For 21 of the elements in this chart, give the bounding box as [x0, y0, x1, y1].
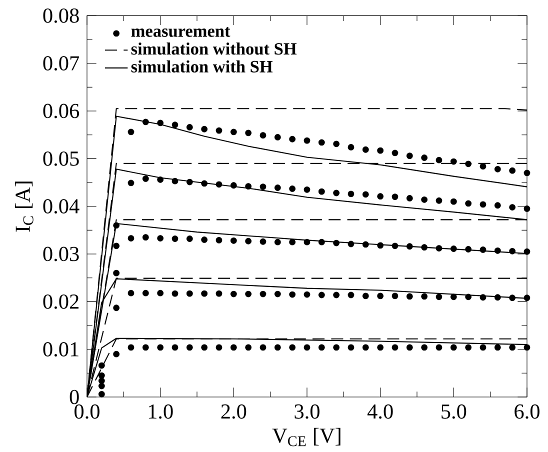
x-axis-title: V$_{CE}$ [V] — [272, 428, 340, 446]
y-axis-title: I$_{C}$ [A] — [15, 182, 34, 232]
x-tick-label: 1.0 — [148, 404, 173, 419]
y-tick-label: 0.07 — [43, 56, 80, 71]
y-tick-label: 0.01 — [43, 342, 78, 357]
y-tick-label: 0.04 — [43, 199, 80, 214]
y-tick-label: 0.03 — [43, 246, 79, 262]
y-tick-label: 0.08 — [43, 8, 79, 23]
x-tick-label: 4.0 — [367, 404, 393, 419]
x-tick-label: 0.0 — [74, 404, 100, 419]
x-tick-label: 3.0 — [294, 404, 320, 419]
y-tick-label: 0.02 — [43, 294, 78, 309]
y-tick-label: 0.06 — [43, 104, 80, 118]
y-tick-label: 0 — [70, 390, 79, 404]
legend-label: simulation without SH — [131, 42, 297, 55]
y-tick-label: 0.05 — [43, 151, 79, 166]
x-tick-label: 6.0 — [514, 404, 540, 419]
x-tick-label: 5.0 — [442, 404, 466, 419]
legend-label: simulation with SH — [131, 60, 273, 73]
x-tick-label: 2.0 — [221, 404, 246, 419]
legend-label: measurement — [131, 26, 230, 37]
